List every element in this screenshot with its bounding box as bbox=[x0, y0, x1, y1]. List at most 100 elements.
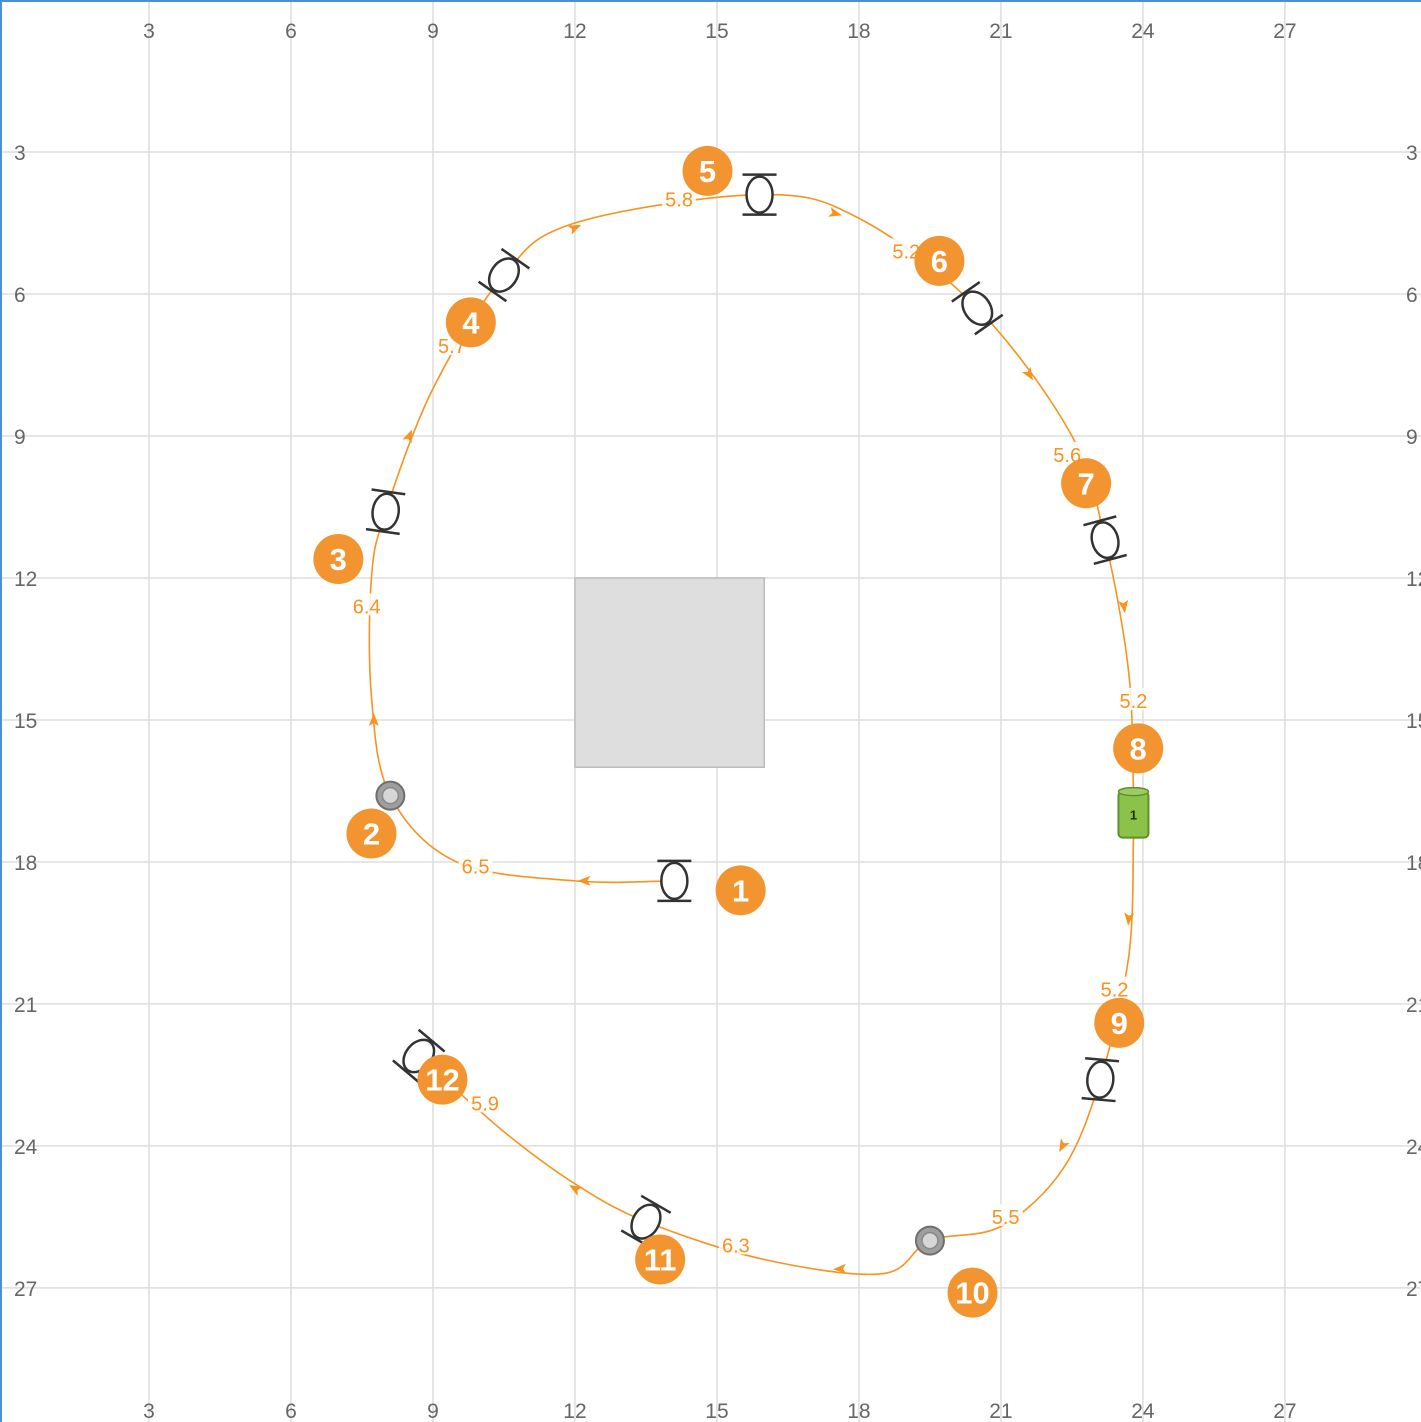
direction-arrow bbox=[1021, 366, 1034, 381]
gate-9-icon[interactable] bbox=[1081, 1057, 1120, 1103]
waypoint-marker-3[interactable]: 3 bbox=[313, 534, 364, 585]
y-tick-label-left: 24 bbox=[14, 1136, 38, 1159]
waypoint-number: 7 bbox=[1077, 466, 1094, 501]
direction-arrow bbox=[368, 712, 379, 726]
x-tick-label-top: 21 bbox=[989, 20, 1012, 43]
distance-label: 5.5 bbox=[992, 1207, 1020, 1229]
direction-arrow bbox=[833, 1263, 847, 1274]
x-tick-label-top: 3 bbox=[143, 20, 155, 43]
distance-label-bg bbox=[458, 853, 493, 876]
gate-1-icon[interactable] bbox=[657, 859, 692, 903]
waypoint-number: 3 bbox=[330, 542, 347, 577]
x-tick-label-top: 27 bbox=[1273, 20, 1296, 43]
x-tick-label-top: 18 bbox=[847, 20, 870, 43]
direction-arrow bbox=[567, 224, 582, 235]
y-tick-label-right: 15 bbox=[1406, 710, 1421, 733]
direction-arrow bbox=[828, 207, 843, 217]
distance-label-bg bbox=[1050, 441, 1085, 464]
x-tick-label-top: 12 bbox=[563, 20, 586, 43]
y-tick-label-right: 6 bbox=[1406, 284, 1418, 307]
x-tick-label-bottom: 9 bbox=[427, 1400, 439, 1422]
y-tick-label-left: 18 bbox=[14, 852, 37, 875]
distance-label: 5.2 bbox=[892, 241, 920, 263]
waypoint-number: 8 bbox=[1130, 731, 1147, 766]
pylon-10-icon[interactable] bbox=[914, 1225, 945, 1256]
waypoint-marker-7[interactable]: 7 bbox=[1061, 458, 1112, 509]
gate-5-icon[interactable] bbox=[742, 173, 777, 216]
waypoint-number: 1 bbox=[732, 873, 749, 908]
x-tick-label-top: 24 bbox=[1131, 20, 1155, 43]
distance-label-bg bbox=[468, 1090, 503, 1113]
x-tick-label-bottom: 27 bbox=[1273, 1400, 1296, 1422]
x-tick-label-top: 9 bbox=[427, 20, 439, 43]
waypoint-marker-4[interactable]: 4 bbox=[445, 297, 496, 348]
distance-label: 5.2 bbox=[1101, 980, 1129, 1002]
direction-arrow bbox=[1059, 1138, 1070, 1153]
y-tick-label-right: 27 bbox=[1406, 1278, 1421, 1301]
waypoint-number: 6 bbox=[931, 244, 948, 279]
waypoint-number: 11 bbox=[644, 1243, 677, 1278]
waypoint-marker-1[interactable]: 1 bbox=[715, 865, 766, 916]
distance-label-bg bbox=[988, 1203, 1023, 1226]
waypoint-number: 4 bbox=[462, 305, 480, 340]
x-tick-label-bottom: 3 bbox=[143, 1400, 155, 1422]
pylon-2-icon[interactable] bbox=[375, 780, 406, 811]
segment-distance-labels: 6.56.45.75.85.25.65.25.25.56.35.9 bbox=[349, 186, 1151, 1257]
obstacle-zone[interactable] bbox=[574, 577, 766, 769]
distance-label-bg bbox=[718, 1232, 753, 1255]
gate-11-icon[interactable] bbox=[620, 1194, 672, 1249]
waypoint-marker-2[interactable]: 2 bbox=[346, 808, 397, 859]
waypoint-number: 12 bbox=[425, 1063, 459, 1098]
distance-label: 5.9 bbox=[471, 1093, 499, 1115]
x-tick-label-bottom: 6 bbox=[285, 1400, 297, 1422]
distance-label-bg bbox=[1116, 688, 1151, 711]
gate-4-icon[interactable] bbox=[477, 247, 531, 303]
distance-label: 6.3 bbox=[722, 1235, 750, 1257]
y-tick-label-left: 6 bbox=[14, 284, 26, 307]
x-tick-label-top: 6 bbox=[285, 20, 297, 43]
y-tick-label-right: 3 bbox=[1406, 142, 1418, 165]
waypoint-number: 5 bbox=[699, 154, 716, 189]
y-tick-label-left: 15 bbox=[14, 710, 37, 733]
distance-label: 6.5 bbox=[462, 857, 490, 879]
direction-arrow bbox=[577, 875, 591, 886]
distance-label-bg bbox=[889, 238, 924, 261]
x-tick-label-bottom: 15 bbox=[705, 1400, 728, 1422]
course-items: 1 bbox=[365, 173, 1150, 1256]
gate-7-icon[interactable] bbox=[1083, 515, 1127, 566]
distance-label-bg bbox=[349, 593, 384, 616]
gate-6-icon[interactable] bbox=[951, 281, 1004, 336]
waypoint-marker-9[interactable]: 9 bbox=[1094, 997, 1145, 1048]
waypoint-marker-12[interactable]: 12 bbox=[417, 1054, 468, 1105]
y-tick-label-right: 18 bbox=[1406, 852, 1421, 875]
direction-arrow bbox=[1118, 599, 1129, 614]
station-icon[interactable]: 1 bbox=[1117, 786, 1150, 839]
waypoint-marker-8[interactable]: 8 bbox=[1113, 723, 1164, 774]
x-tick-label-bottom: 24 bbox=[1131, 1400, 1155, 1422]
x-tick-label-top: 15 bbox=[705, 20, 728, 43]
y-tick-label-left: 21 bbox=[14, 994, 37, 1017]
distance-label: 5.2 bbox=[1120, 691, 1148, 713]
distance-label: 5.8 bbox=[665, 189, 693, 211]
x-tick-label-bottom: 18 bbox=[847, 1400, 870, 1422]
obstacle-layer bbox=[574, 577, 766, 769]
waypoint-marker-5[interactable]: 5 bbox=[682, 145, 733, 196]
waypoint-marker-6[interactable]: 6 bbox=[914, 235, 965, 286]
y-tick-label-right: 21 bbox=[1406, 994, 1421, 1017]
waypoint-marker-11[interactable]: 11 bbox=[635, 1234, 686, 1285]
waypoint-marker-10[interactable]: 10 bbox=[947, 1267, 998, 1318]
direction-arrow bbox=[1124, 912, 1135, 926]
direction-arrow bbox=[568, 1185, 583, 1196]
y-tick-label-left: 27 bbox=[14, 1278, 37, 1301]
waypoint-number: 10 bbox=[955, 1276, 989, 1311]
waypoint-number: 2 bbox=[363, 817, 380, 852]
gate-3-icon[interactable] bbox=[365, 488, 406, 536]
waypoint-number: 9 bbox=[1111, 1006, 1128, 1041]
distance-label-bg bbox=[662, 186, 697, 209]
distance-label-bg bbox=[1097, 976, 1132, 999]
y-tick-label-right: 9 bbox=[1406, 426, 1418, 449]
path-segment bbox=[418, 838, 1135, 1276]
